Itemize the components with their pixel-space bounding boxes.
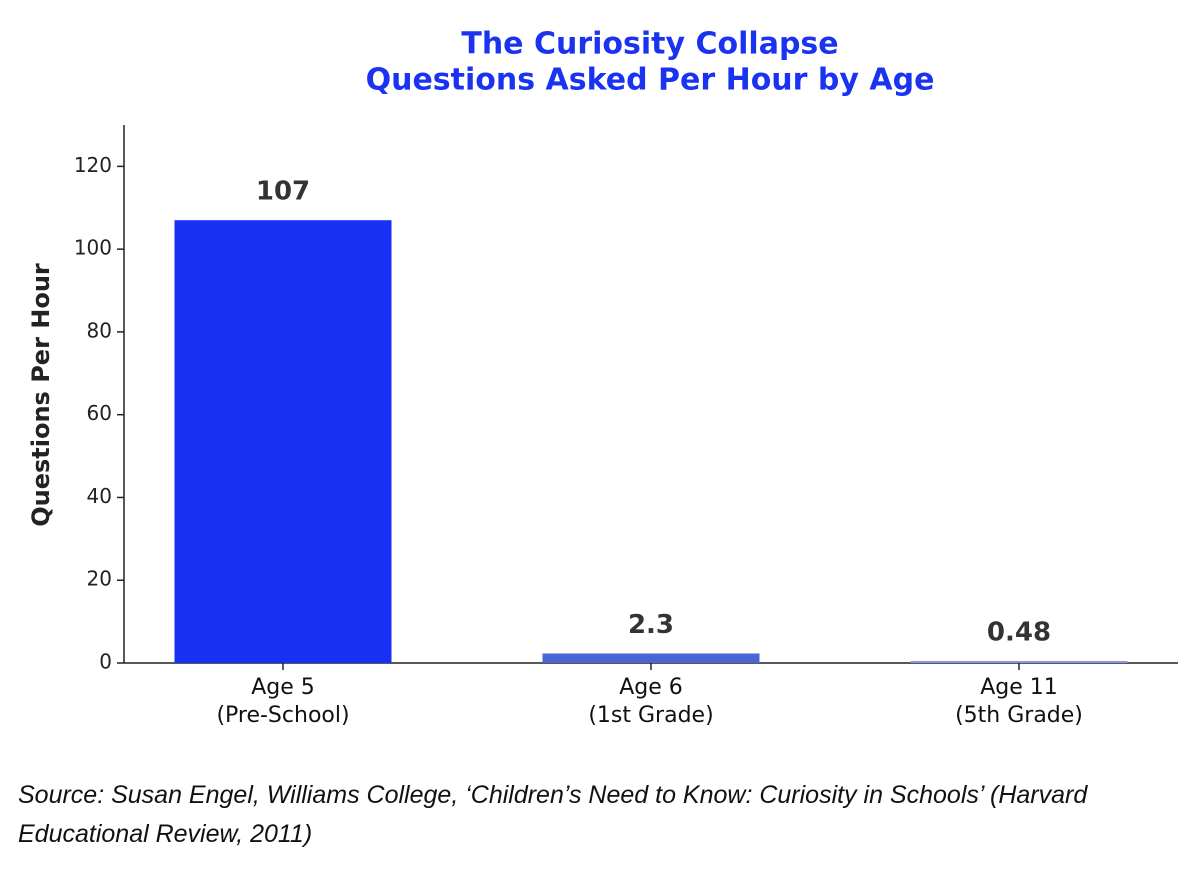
y-tick-label: 0 [99,650,112,674]
value-label: 2.3 [628,610,674,640]
source-note: Source: Susan Engel, Williams College, ‘… [18,781,1088,848]
y-tick-label: 100 [74,236,112,260]
chart: The Curiosity Collapse Questions Asked P… [27,27,1178,674]
y-axis-label: Questions Per Hour [27,263,55,527]
y-tick-label: 120 [74,153,112,177]
x-tick-label: Age 11 (5th Grade) [955,675,1083,728]
bar [542,653,760,663]
bar [910,661,1128,663]
y-tick-label: 80 [87,318,112,342]
y-tick-label: 20 [87,567,112,591]
chart-title: The Curiosity Collapse [461,27,838,62]
value-label: 0.48 [987,618,1051,648]
value-label: 107 [256,177,310,207]
chart-subtitle: Questions Asked Per Hour by Age [366,63,935,98]
bar [174,220,392,663]
x-tick-label: Age 6 (1st Grade) [588,675,714,728]
x-tick-label: Age 5 (Pre-School) [216,675,350,728]
y-tick-label: 60 [87,401,112,425]
y-tick-label: 40 [87,484,112,508]
